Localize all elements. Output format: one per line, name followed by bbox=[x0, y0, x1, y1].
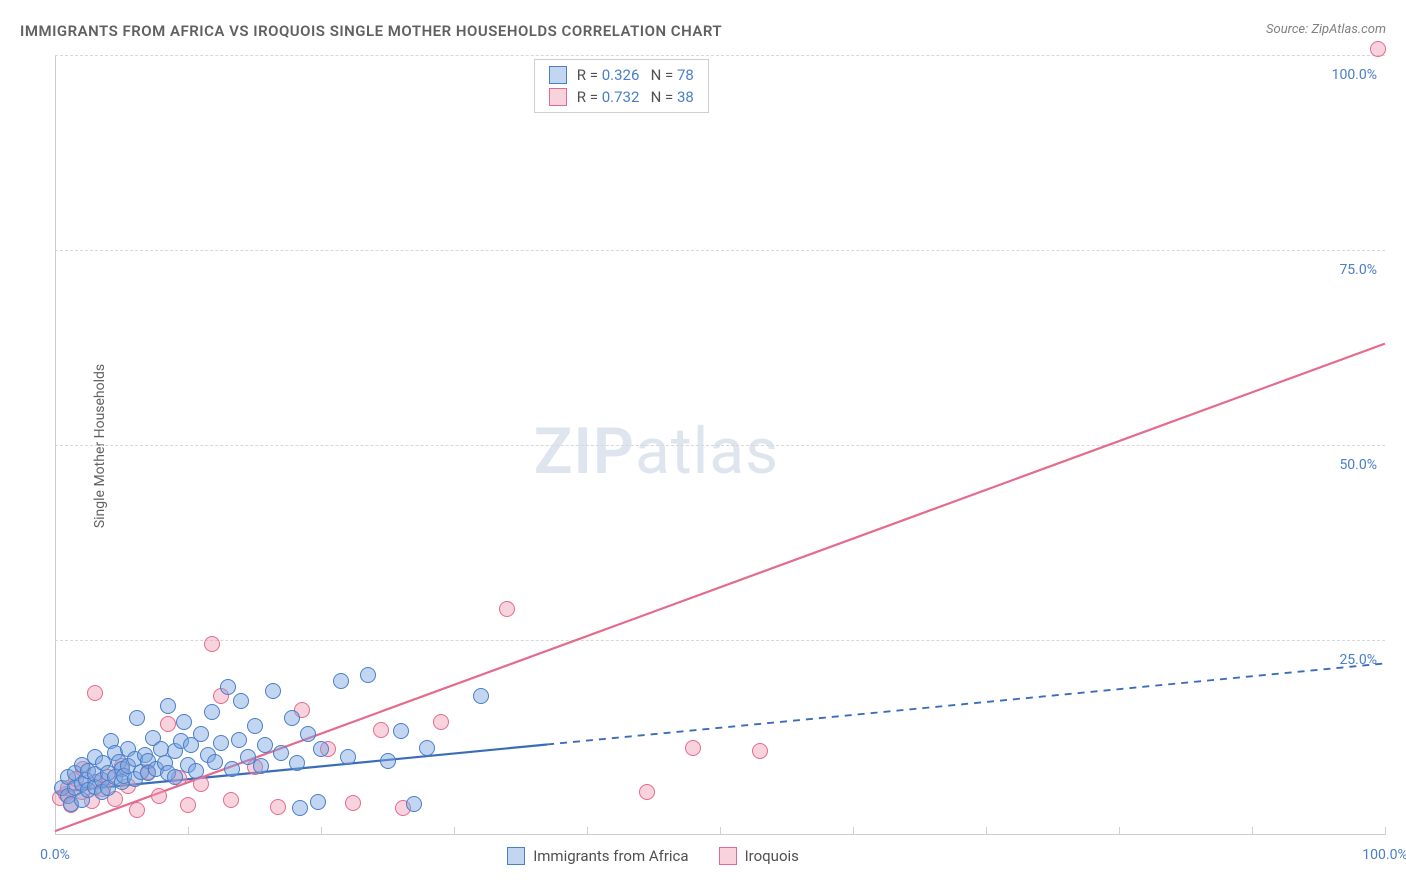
gridline bbox=[55, 445, 1385, 446]
scatter-point bbox=[433, 714, 449, 730]
legend-swatch bbox=[549, 88, 567, 106]
x-tick bbox=[986, 827, 987, 835]
legend-row: R = 0.732 N = 38 bbox=[535, 86, 708, 108]
scatter-point bbox=[639, 784, 655, 800]
scatter-point bbox=[253, 758, 269, 774]
scatter-point bbox=[345, 795, 361, 811]
scatter-point bbox=[393, 723, 409, 739]
x-tick bbox=[454, 827, 455, 835]
x-tick bbox=[1119, 827, 1120, 835]
legend-swatch bbox=[507, 847, 525, 865]
scatter-point bbox=[257, 737, 273, 753]
x-tick bbox=[720, 827, 721, 835]
gridline bbox=[55, 640, 1385, 641]
scatter-point bbox=[180, 797, 196, 813]
scatter-point bbox=[406, 796, 422, 812]
legend-swatch bbox=[719, 847, 737, 865]
legend-series-item: Immigrants from Africa bbox=[507, 847, 688, 865]
scatter-point bbox=[188, 763, 204, 779]
x-tick bbox=[853, 827, 854, 835]
scatter-point bbox=[499, 601, 515, 617]
scatter-point bbox=[380, 753, 396, 769]
watermark-zip: ZIP bbox=[534, 414, 635, 489]
x-tick-label-max: 100.0% bbox=[1362, 847, 1406, 863]
scatter-point bbox=[223, 792, 239, 808]
gridline bbox=[55, 55, 1385, 56]
scatter-point bbox=[220, 679, 236, 695]
scatter-point bbox=[270, 799, 286, 815]
scatter-point bbox=[151, 788, 167, 804]
legend-series-label: Iroquois bbox=[745, 847, 799, 865]
watermark: ZIPatlas bbox=[534, 414, 779, 489]
x-tick bbox=[55, 827, 56, 835]
watermark-atlas: atlas bbox=[635, 414, 779, 489]
x-tick-label-min: 0.0% bbox=[40, 847, 70, 863]
series-legend: Immigrants from Africa Iroquois bbox=[507, 847, 799, 865]
legend-swatch bbox=[549, 66, 567, 84]
scatter-point bbox=[360, 667, 376, 683]
source-value: ZipAtlas.com bbox=[1311, 22, 1386, 37]
scatter-point bbox=[333, 673, 349, 689]
x-tick bbox=[321, 827, 322, 835]
gridline bbox=[55, 250, 1385, 251]
scatter-point bbox=[87, 685, 103, 701]
scatter-point bbox=[685, 740, 701, 756]
legend-stats: R = 0.326 N = 78 bbox=[577, 66, 694, 84]
scatter-point bbox=[419, 740, 435, 756]
scatter-point bbox=[129, 802, 145, 818]
correlation-legend: R = 0.326 N = 78 R = 0.732 N = 38 bbox=[534, 59, 709, 113]
scatter-point bbox=[310, 794, 326, 810]
scatter-point bbox=[160, 698, 176, 714]
scatter-point bbox=[204, 704, 220, 720]
source-label: Source: bbox=[1266, 22, 1308, 37]
scatter-point bbox=[176, 714, 192, 730]
scatter-point bbox=[284, 710, 300, 726]
scatter-point bbox=[473, 688, 489, 704]
y-tick-label: 100.0% bbox=[1332, 67, 1377, 83]
scatter-point bbox=[273, 745, 289, 761]
scatter-point bbox=[129, 710, 145, 726]
x-tick bbox=[1252, 827, 1253, 835]
y-tick-label: 25.0% bbox=[1339, 652, 1377, 668]
scatter-point bbox=[160, 716, 176, 732]
scatter-point bbox=[167, 769, 183, 785]
scatter-point bbox=[292, 800, 308, 816]
x-tick bbox=[587, 827, 588, 835]
scatter-point bbox=[265, 683, 281, 699]
scatter-point bbox=[233, 693, 249, 709]
legend-series-label: Immigrants from Africa bbox=[533, 847, 688, 865]
plot-area: ZIPatlas 25.0%50.0%75.0%100.0%0.0%100.0%… bbox=[55, 55, 1385, 835]
scatter-point bbox=[289, 755, 305, 771]
scatter-point bbox=[213, 735, 229, 751]
scatter-point bbox=[300, 726, 316, 742]
scatter-point bbox=[193, 726, 209, 742]
scatter-point bbox=[340, 749, 356, 765]
chart-title: IMMIGRANTS FROM AFRICA VS IROQUOIS SINGL… bbox=[20, 22, 722, 40]
legend-series-item: Iroquois bbox=[719, 847, 799, 865]
y-tick-label: 50.0% bbox=[1339, 457, 1377, 473]
scatter-point bbox=[204, 636, 220, 652]
scatter-point bbox=[313, 741, 329, 757]
legend-stats: R = 0.732 N = 38 bbox=[577, 88, 694, 106]
trend-line-dashed bbox=[547, 663, 1385, 744]
scatter-point bbox=[752, 743, 768, 759]
scatter-point bbox=[207, 754, 223, 770]
x-tick bbox=[1385, 827, 1386, 835]
source-attribution: Source: ZipAtlas.com bbox=[1266, 22, 1386, 37]
scatter-point bbox=[224, 761, 240, 777]
x-tick bbox=[188, 827, 189, 835]
scatter-point bbox=[373, 722, 389, 738]
scatter-point bbox=[231, 732, 247, 748]
scatter-point bbox=[247, 718, 263, 734]
scatter-point bbox=[1370, 41, 1386, 57]
legend-row: R = 0.326 N = 78 bbox=[535, 64, 708, 86]
y-tick-label: 75.0% bbox=[1339, 262, 1377, 278]
